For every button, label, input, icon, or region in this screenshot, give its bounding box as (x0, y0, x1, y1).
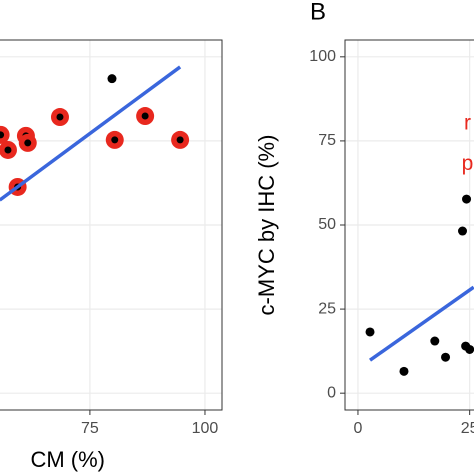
point (365, 327, 375, 337)
y-tick-label: 50 (318, 216, 336, 233)
y-axis-label: c-MYC by IHC (%) (254, 135, 279, 316)
point (4, 146, 12, 154)
fit-line (0, 65, 182, 202)
x-tick-label: 100 (192, 420, 219, 437)
annotation: r = 0 (464, 112, 474, 135)
point (465, 344, 474, 354)
panel-label: B (310, 0, 326, 25)
fit-line (369, 285, 474, 362)
point-ring (0, 125, 10, 144)
point (176, 136, 184, 144)
annotation: p < 0 (462, 152, 474, 175)
y-tick-label: 0 (327, 384, 336, 401)
x-tick-label: 0 (354, 420, 363, 437)
point (24, 139, 32, 147)
point (441, 352, 451, 362)
point (107, 74, 117, 84)
y-tick-label: 100 (309, 48, 336, 65)
point (0, 131, 5, 139)
point (430, 336, 440, 346)
point (111, 136, 119, 144)
x-axis-label: CM (%) (30, 447, 105, 472)
point (141, 112, 149, 120)
point (462, 194, 472, 204)
point (399, 366, 409, 376)
panel-border (0, 39, 223, 411)
x-tick-label: 25 (461, 420, 474, 437)
x-tick-label: 75 (81, 420, 99, 437)
y-tick-label: 25 (318, 300, 336, 317)
y-tick-label: 75 (318, 132, 336, 149)
point (56, 113, 64, 121)
point (458, 226, 468, 236)
